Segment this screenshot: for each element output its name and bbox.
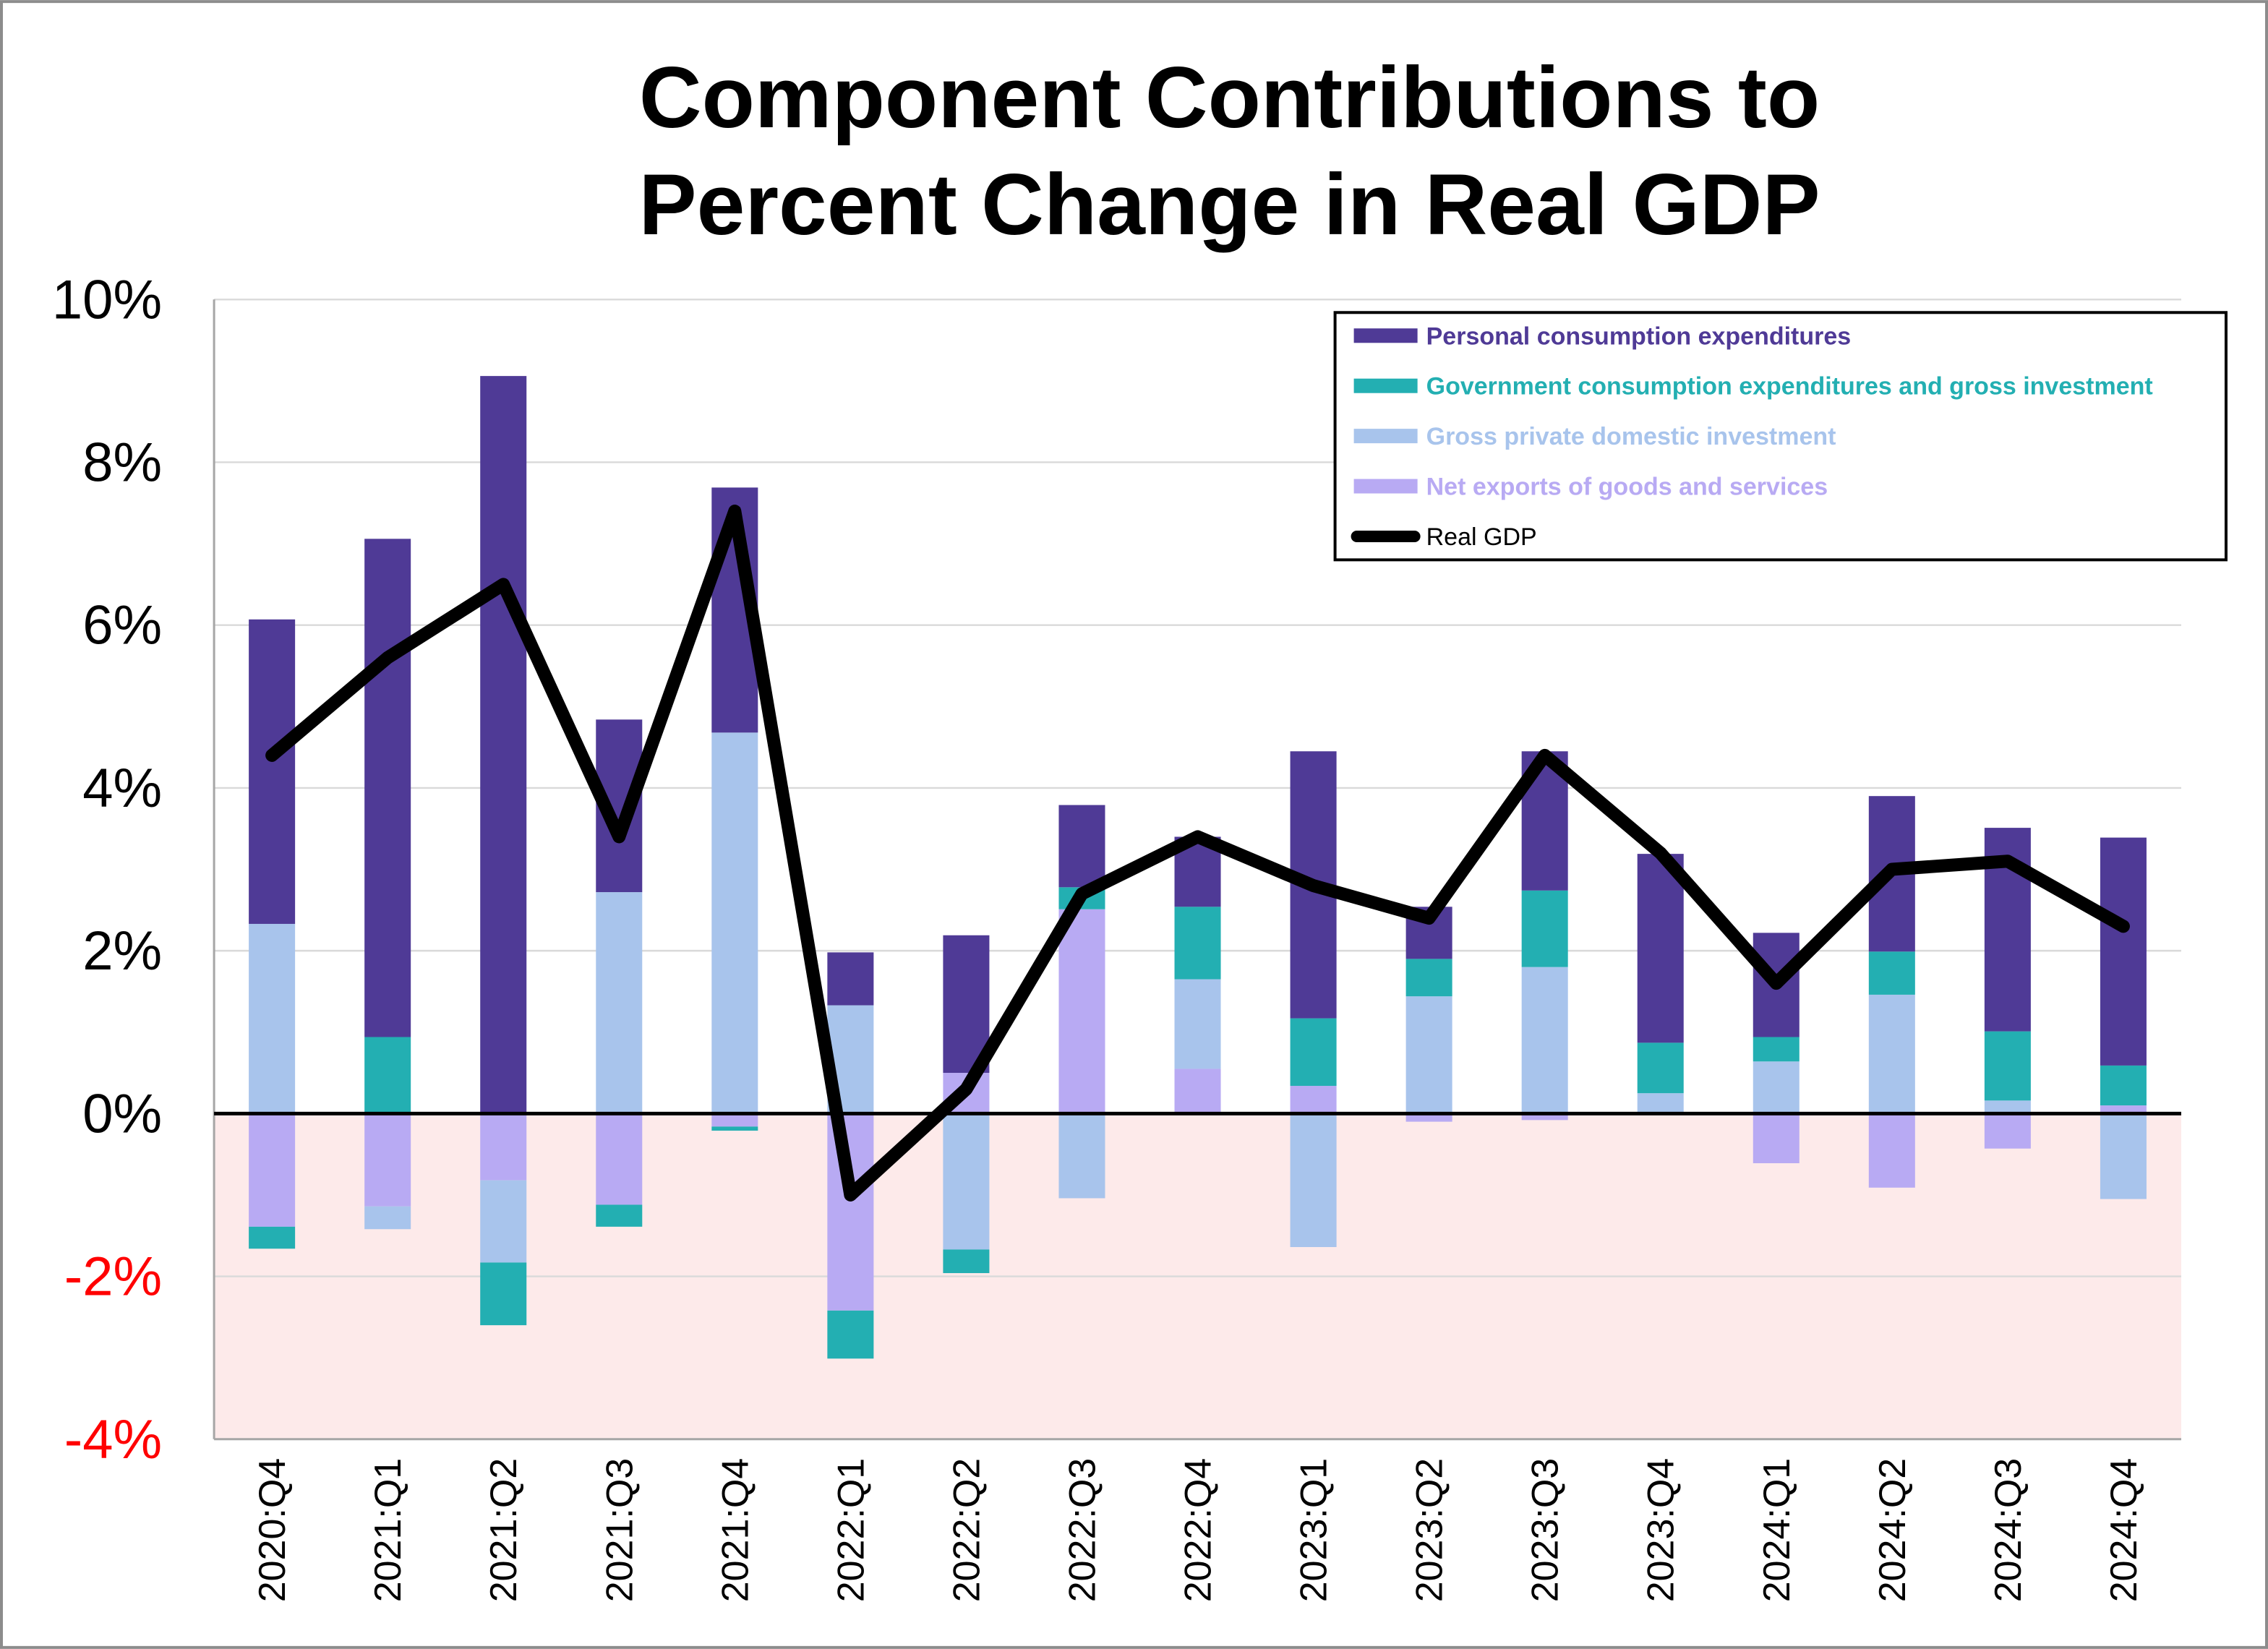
legend-swatch [1353,479,1418,494]
bar-segment [1637,1093,1684,1114]
x-tick-label: 2024:Q3 [1987,1458,2029,1603]
legend: Personal consumption expenditures Governm… [1333,311,2228,562]
bar-segment [1058,1113,1105,1199]
x-tick-label: 2022:Q3 [1061,1458,1103,1603]
x-tick-label: 2023:Q2 [1409,1458,1451,1603]
bar-segment [480,1113,527,1181]
bar-segment [249,1113,296,1227]
bar-segment [1405,959,1452,997]
bar-segment [480,1262,527,1326]
bar-segment [364,1206,411,1230]
bar-segment [1174,1068,1221,1114]
bar-segment [943,935,990,1074]
bar-segment [364,1113,411,1207]
x-tick-label: 2022:Q1 [830,1458,872,1603]
legend-swatch [1353,328,1418,343]
bar-segment [596,1204,643,1227]
bar-segment [827,1310,874,1359]
legend-box [1333,311,2228,562]
bar-segment [1868,1113,1915,1188]
bar-segment [364,539,411,1037]
bar-segment [596,1113,643,1205]
x-tick-label: 2023:Q1 [1293,1458,1335,1603]
chart-title-line-2: Percent Change in Real GDP [639,156,1820,253]
x-tick-label: 2022:Q4 [1178,1458,1220,1603]
bar-segment [943,1249,990,1274]
bar-segment [2100,1113,2147,1199]
bar-segment [827,952,874,1006]
bar-segment [711,732,758,1114]
bar-segment [1753,1037,1800,1062]
bar-segment [249,923,296,1114]
bar-segment [480,376,527,1114]
bar-segment [1637,854,1684,1043]
bar-segment [1637,1042,1684,1094]
y-tick-label: 8% [82,432,162,493]
x-tick-label: 2024:Q2 [1872,1458,1914,1603]
bar-segment [1058,909,1105,1114]
bar-segment [2100,1105,2147,1114]
y-tick-label: 6% [82,595,162,656]
x-tick-label: 2023:Q3 [1525,1458,1567,1603]
y-tick-label: -4% [64,1409,162,1470]
bar-segment [1290,1018,1337,1087]
bar-segment [1984,1113,2031,1149]
bar-segment [711,1113,758,1127]
bar-segment [1984,1031,2031,1101]
bar-segment [1521,890,1568,967]
bar-segment [1521,967,1568,1114]
x-tick-label: 2021:Q4 [714,1458,756,1603]
x-tick-label: 2021:Q2 [483,1458,525,1603]
x-tick-label: 2022:Q2 [946,1458,988,1603]
bar-segment [711,1126,758,1131]
x-tick-label: 2024:Q1 [1756,1458,1798,1603]
y-tick-label: 0% [82,1083,162,1144]
bar-segment [596,892,643,1114]
bar-segment [1058,805,1105,888]
x-tick-label: 2021:Q3 [599,1458,641,1603]
bar-segment [1290,1086,1337,1114]
bar-segment [827,1113,874,1311]
bar-segment [1984,1100,2031,1114]
bar-segment [1290,1113,1337,1248]
bar-segment [1174,907,1221,980]
bar-segment [1753,1113,1800,1164]
bar-segment [2100,1065,2147,1106]
bar-segment [1405,1113,1452,1122]
chart-title-line-1: Component Contributions to [639,49,1820,146]
legend-swatch [1353,378,1418,393]
bar-segment [249,619,296,924]
bar-segment [364,1037,411,1114]
bar-segment [1405,996,1452,1114]
legend-swatch [1353,429,1418,444]
bar-segment [1174,979,1221,1069]
bar-segment [2100,837,2147,1066]
y-tick-label: 10% [52,269,162,330]
plot-area: -4% -2% 0% 2% 4% 6% 8% 10% 2020:Q4 2021:Q1 2021:Q2… [52,269,2181,1602]
legend-label: Real GDP [1426,523,1537,551]
x-tick-label: 2020:Q4 [252,1458,294,1603]
legend-label: Personal consumption expenditures [1426,322,1852,350]
y-tick-label: 4% [82,758,162,819]
bar-segment [1868,951,1915,995]
legend-label: Gross private domestic investment [1426,423,1836,450]
bar-segment [249,1226,296,1249]
bar-segment [943,1113,990,1250]
y-tick-label: -2% [64,1246,162,1308]
x-tick-label: 2023:Q4 [1640,1458,1682,1603]
x-tick-label: 2021:Q1 [367,1458,409,1603]
bar-segment [1521,1113,1568,1121]
x-tick-label: 2024:Q4 [2103,1458,2145,1603]
legend-label: Government consumption expenditures and … [1426,373,2153,401]
y-tick-label: 2% [82,920,162,982]
bar-segment [1753,1061,1800,1114]
bar-segment [1868,994,1915,1114]
bar-segment [480,1180,527,1263]
legend-label: Net exports of goods and services [1426,474,1828,501]
